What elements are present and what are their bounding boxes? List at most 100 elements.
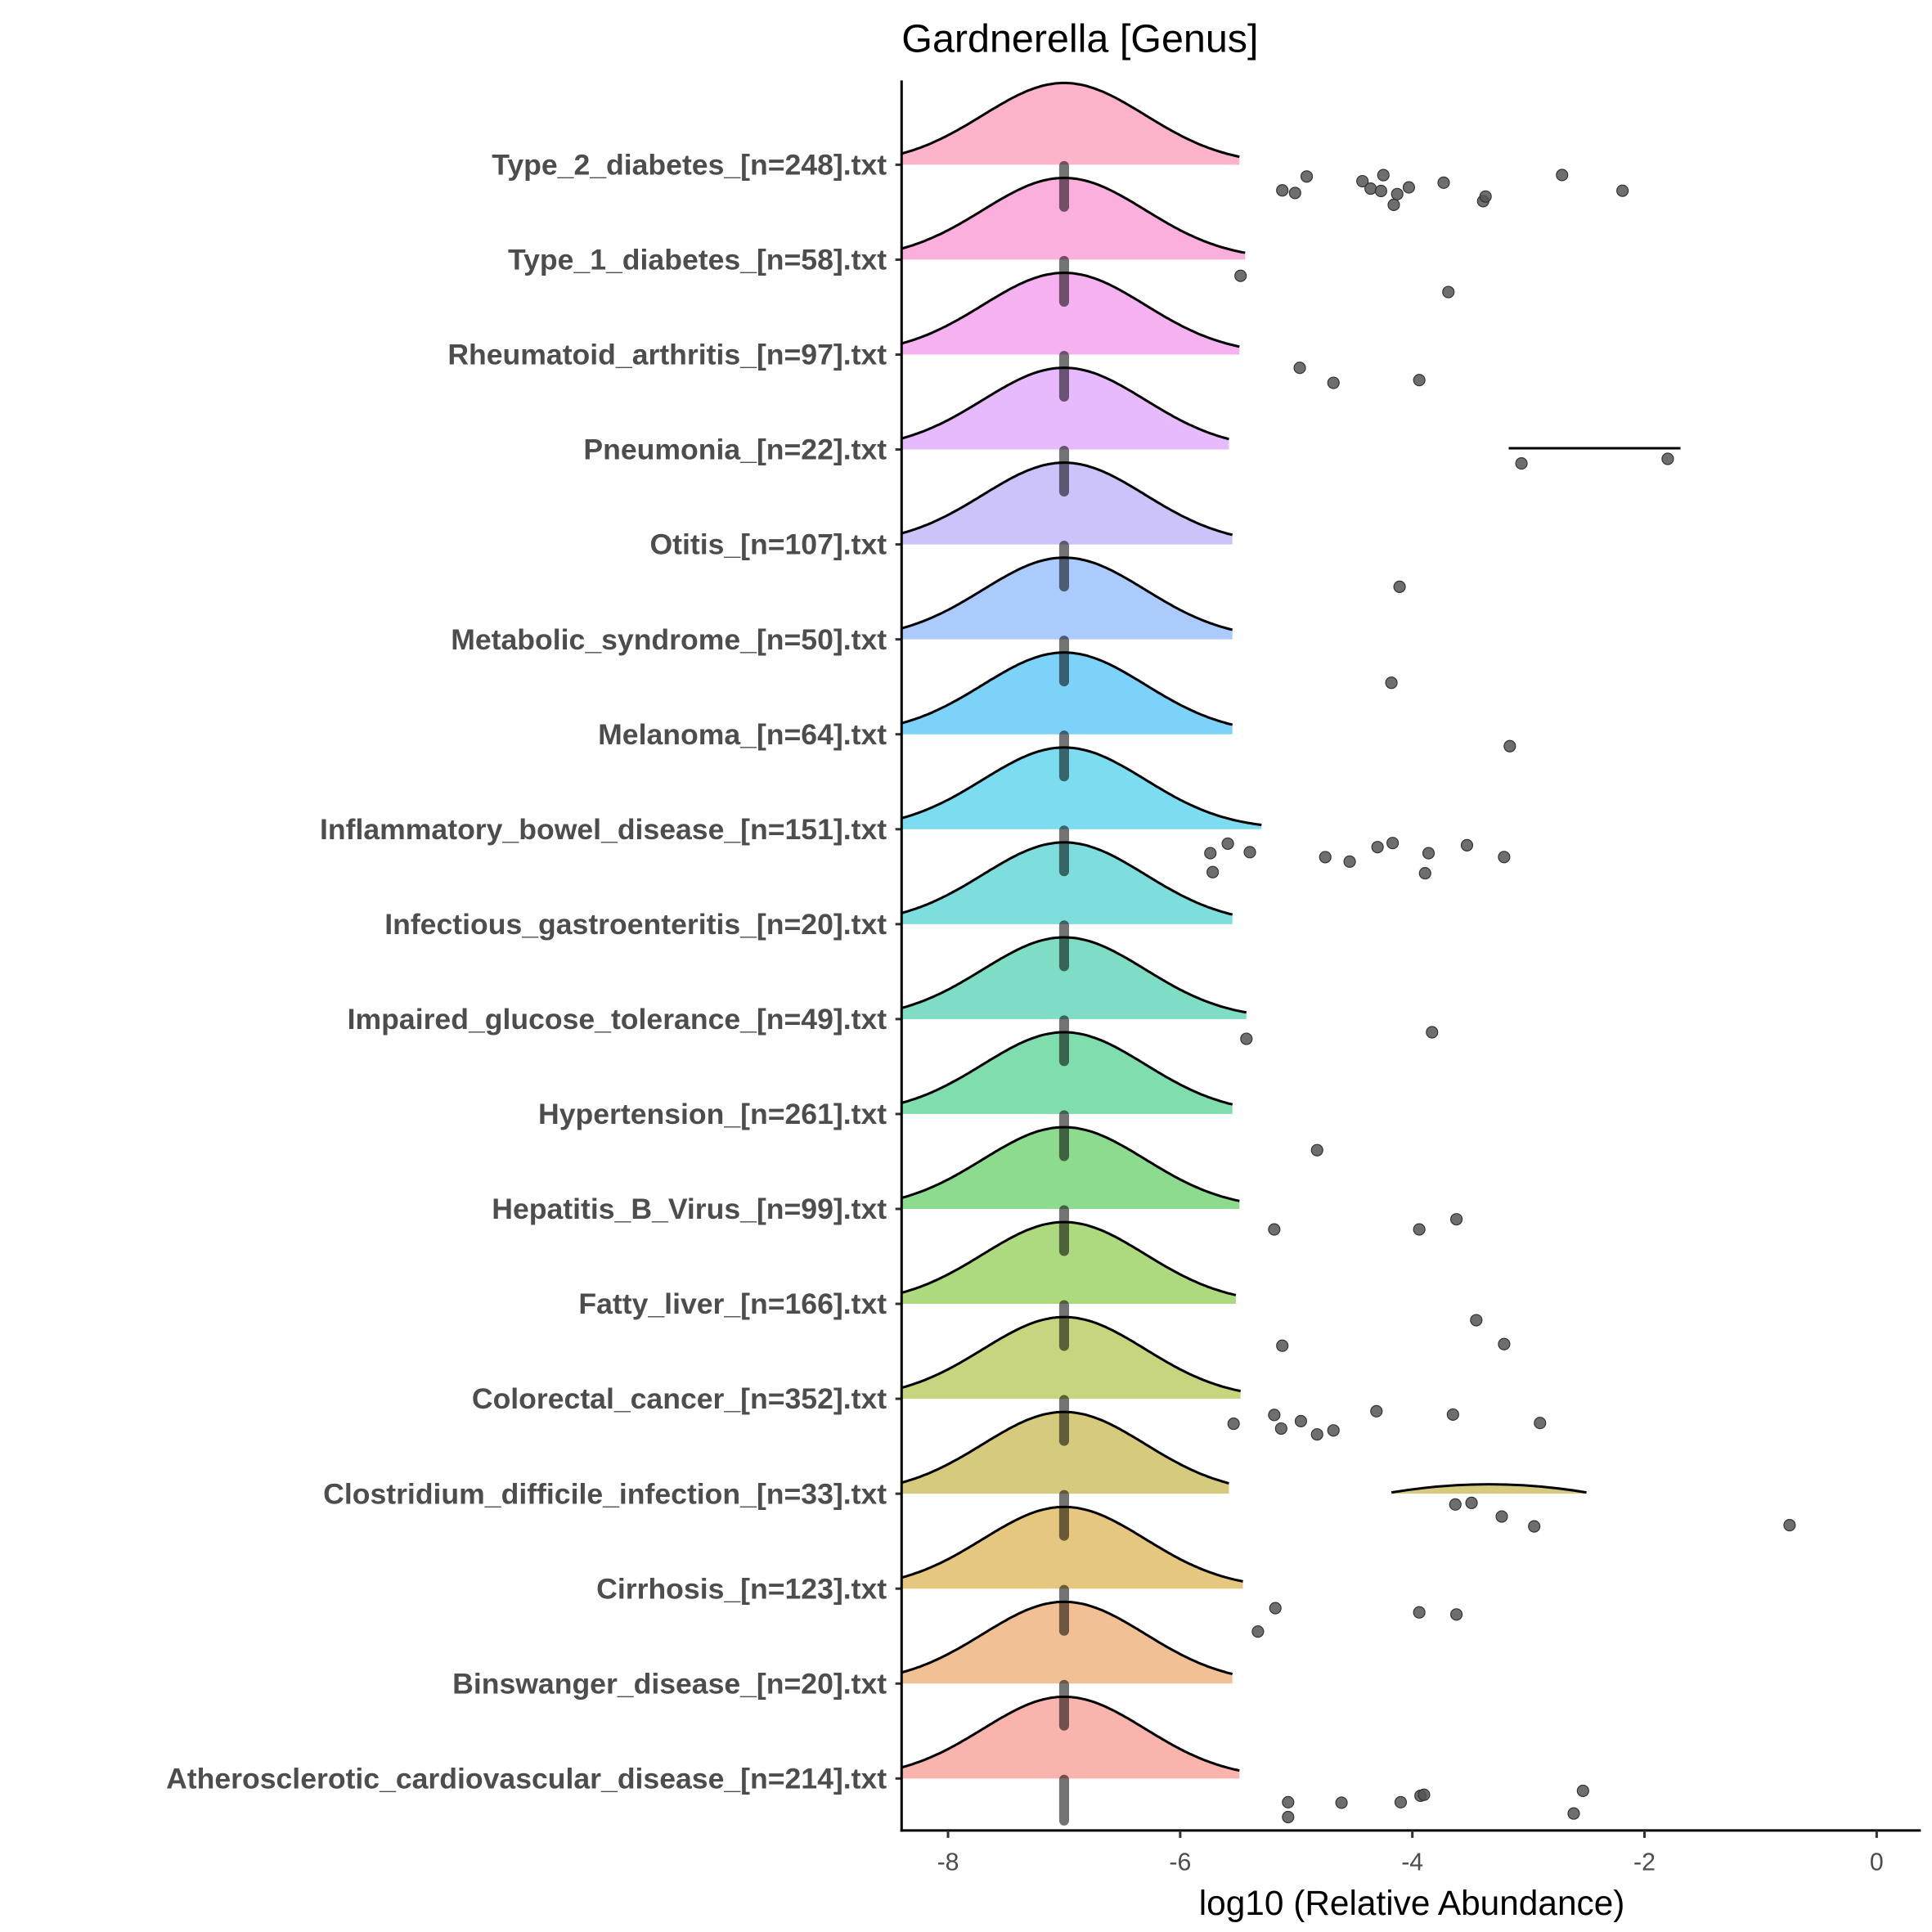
y-tick-label: Type_1_diabetes_[n=58].txt [508,244,887,276]
data-point [1515,457,1528,470]
data-point [1288,186,1301,200]
y-axis-labels: Type_2_diabetes_[n=248].txt Type_1_diabet… [166,148,902,1795]
data-point [1276,1339,1289,1352]
data-point [1470,1314,1483,1327]
data-point [1370,1404,1383,1418]
data-point [1310,1143,1323,1157]
y-tick-label: Clostridium_difficile_infection_[n=33].t… [323,1477,887,1510]
y-tick-label: Inflammatory_bowel_disease_[n=151].txt [320,813,887,846]
data-point [1282,1795,1295,1808]
ridge-fill [901,272,1240,355]
y-tick-label: Atherosclerotic_cardiovascular_disease_[… [166,1762,887,1795]
data-point [1394,1795,1408,1808]
data-point [1450,1608,1463,1621]
data-point [1204,847,1217,860]
data-point [1503,739,1516,753]
y-tick-label: Metabolic_syndrome_[n=50].txt [451,623,887,656]
data-point [1498,851,1511,864]
y-tick-label: Melanoma_[n=64].txt [598,718,887,751]
data-point [1387,198,1400,212]
ridge-fill [901,1032,1233,1114]
ridge-outline [901,1695,1240,1772]
x-axis-ticks: -8 -6 -4 -2 0 [937,1830,1884,1876]
ridge-outline [901,1315,1241,1393]
data-point [1498,1337,1511,1350]
ridge-fill [901,1127,1240,1209]
ridge-17 [901,1695,1240,1779]
data-point [1413,374,1426,387]
x-tick-label: 0 [1870,1849,1884,1876]
ridge-7 [901,746,1262,829]
y-tick-label: Hepatitis_B_Virus_[n=99].txt [492,1193,887,1225]
data-point [1422,847,1436,860]
ridge-9 [901,936,1247,1019]
data-point [1576,1784,1589,1797]
data-point [1343,855,1356,868]
data-point [1402,181,1416,194]
data-point [1528,1520,1541,1533]
ridge-1 [901,177,1246,260]
data-point [1240,1032,1253,1045]
data-point [1446,1408,1459,1421]
x-tick-label: -8 [937,1849,959,1876]
data-point [1276,184,1289,197]
data-point [1269,1602,1282,1615]
ridge-fill [901,177,1246,260]
data-point [1371,841,1384,854]
points [1204,168,1796,1824]
data-point [1364,182,1377,195]
data-point [1450,1213,1463,1226]
y-tick-label: Hypertension_[n=261].txt [538,1098,887,1130]
ridge-fill [901,1507,1243,1589]
ridge-fill [901,1412,1229,1494]
ridge-2 [901,272,1240,355]
ridge-11 [901,1126,1240,1209]
data-point [1426,1026,1439,1039]
data-point [1374,184,1387,198]
data-point [1282,1810,1295,1824]
ridge-fill [901,747,1262,829]
y-tick-label: Infectious_gastroenteritis_[n=20].txt [384,908,887,941]
data-point [1465,1496,1478,1509]
y-tick-label: Pneumonia_[n=22].txt [583,434,887,466]
data-point [1300,170,1314,183]
ridge-fill [901,367,1229,450]
ridge-outline [901,272,1240,348]
data-point [1243,846,1256,859]
ridge-outline [901,936,1247,1014]
ridge-0 [901,81,1240,165]
data-point [1310,1428,1323,1441]
data-point [1227,1418,1240,1431]
ridge-fill [901,842,1233,924]
ridge-fill [901,1602,1233,1684]
data-point [1479,190,1492,203]
ridge-outline [901,746,1262,827]
ridge-15 [901,1505,1243,1589]
data-point [1251,1625,1265,1638]
data-point [1556,168,1569,182]
y-tick-label: Binswanger_disease_[n=20].txt [452,1667,887,1700]
ridge-fill [901,83,1240,165]
data-point [1221,837,1234,850]
y-tick-label: Colorectal_cancer_[n=352].txt [472,1382,887,1415]
data-point [1567,1807,1580,1820]
y-tick-label: Rheumatoid_arthritis_[n=97].txt [447,339,887,371]
data-point [1385,676,1398,690]
ridge-fill [901,462,1233,545]
data-point [1294,1414,1307,1428]
data-point [1335,1796,1348,1809]
data-point [1616,184,1629,197]
ridge-outline [901,1505,1243,1583]
data-point [1413,1223,1426,1236]
x-tick-label: -4 [1401,1849,1423,1876]
data-point [1377,168,1390,182]
data-point [1234,269,1247,282]
ridge-outline [901,1126,1240,1202]
data-point [1293,362,1306,375]
data-point [1386,837,1400,850]
data-point [1268,1409,1281,1422]
ridges [901,81,1681,1779]
data-point [1460,838,1474,851]
data-point [1442,285,1455,299]
